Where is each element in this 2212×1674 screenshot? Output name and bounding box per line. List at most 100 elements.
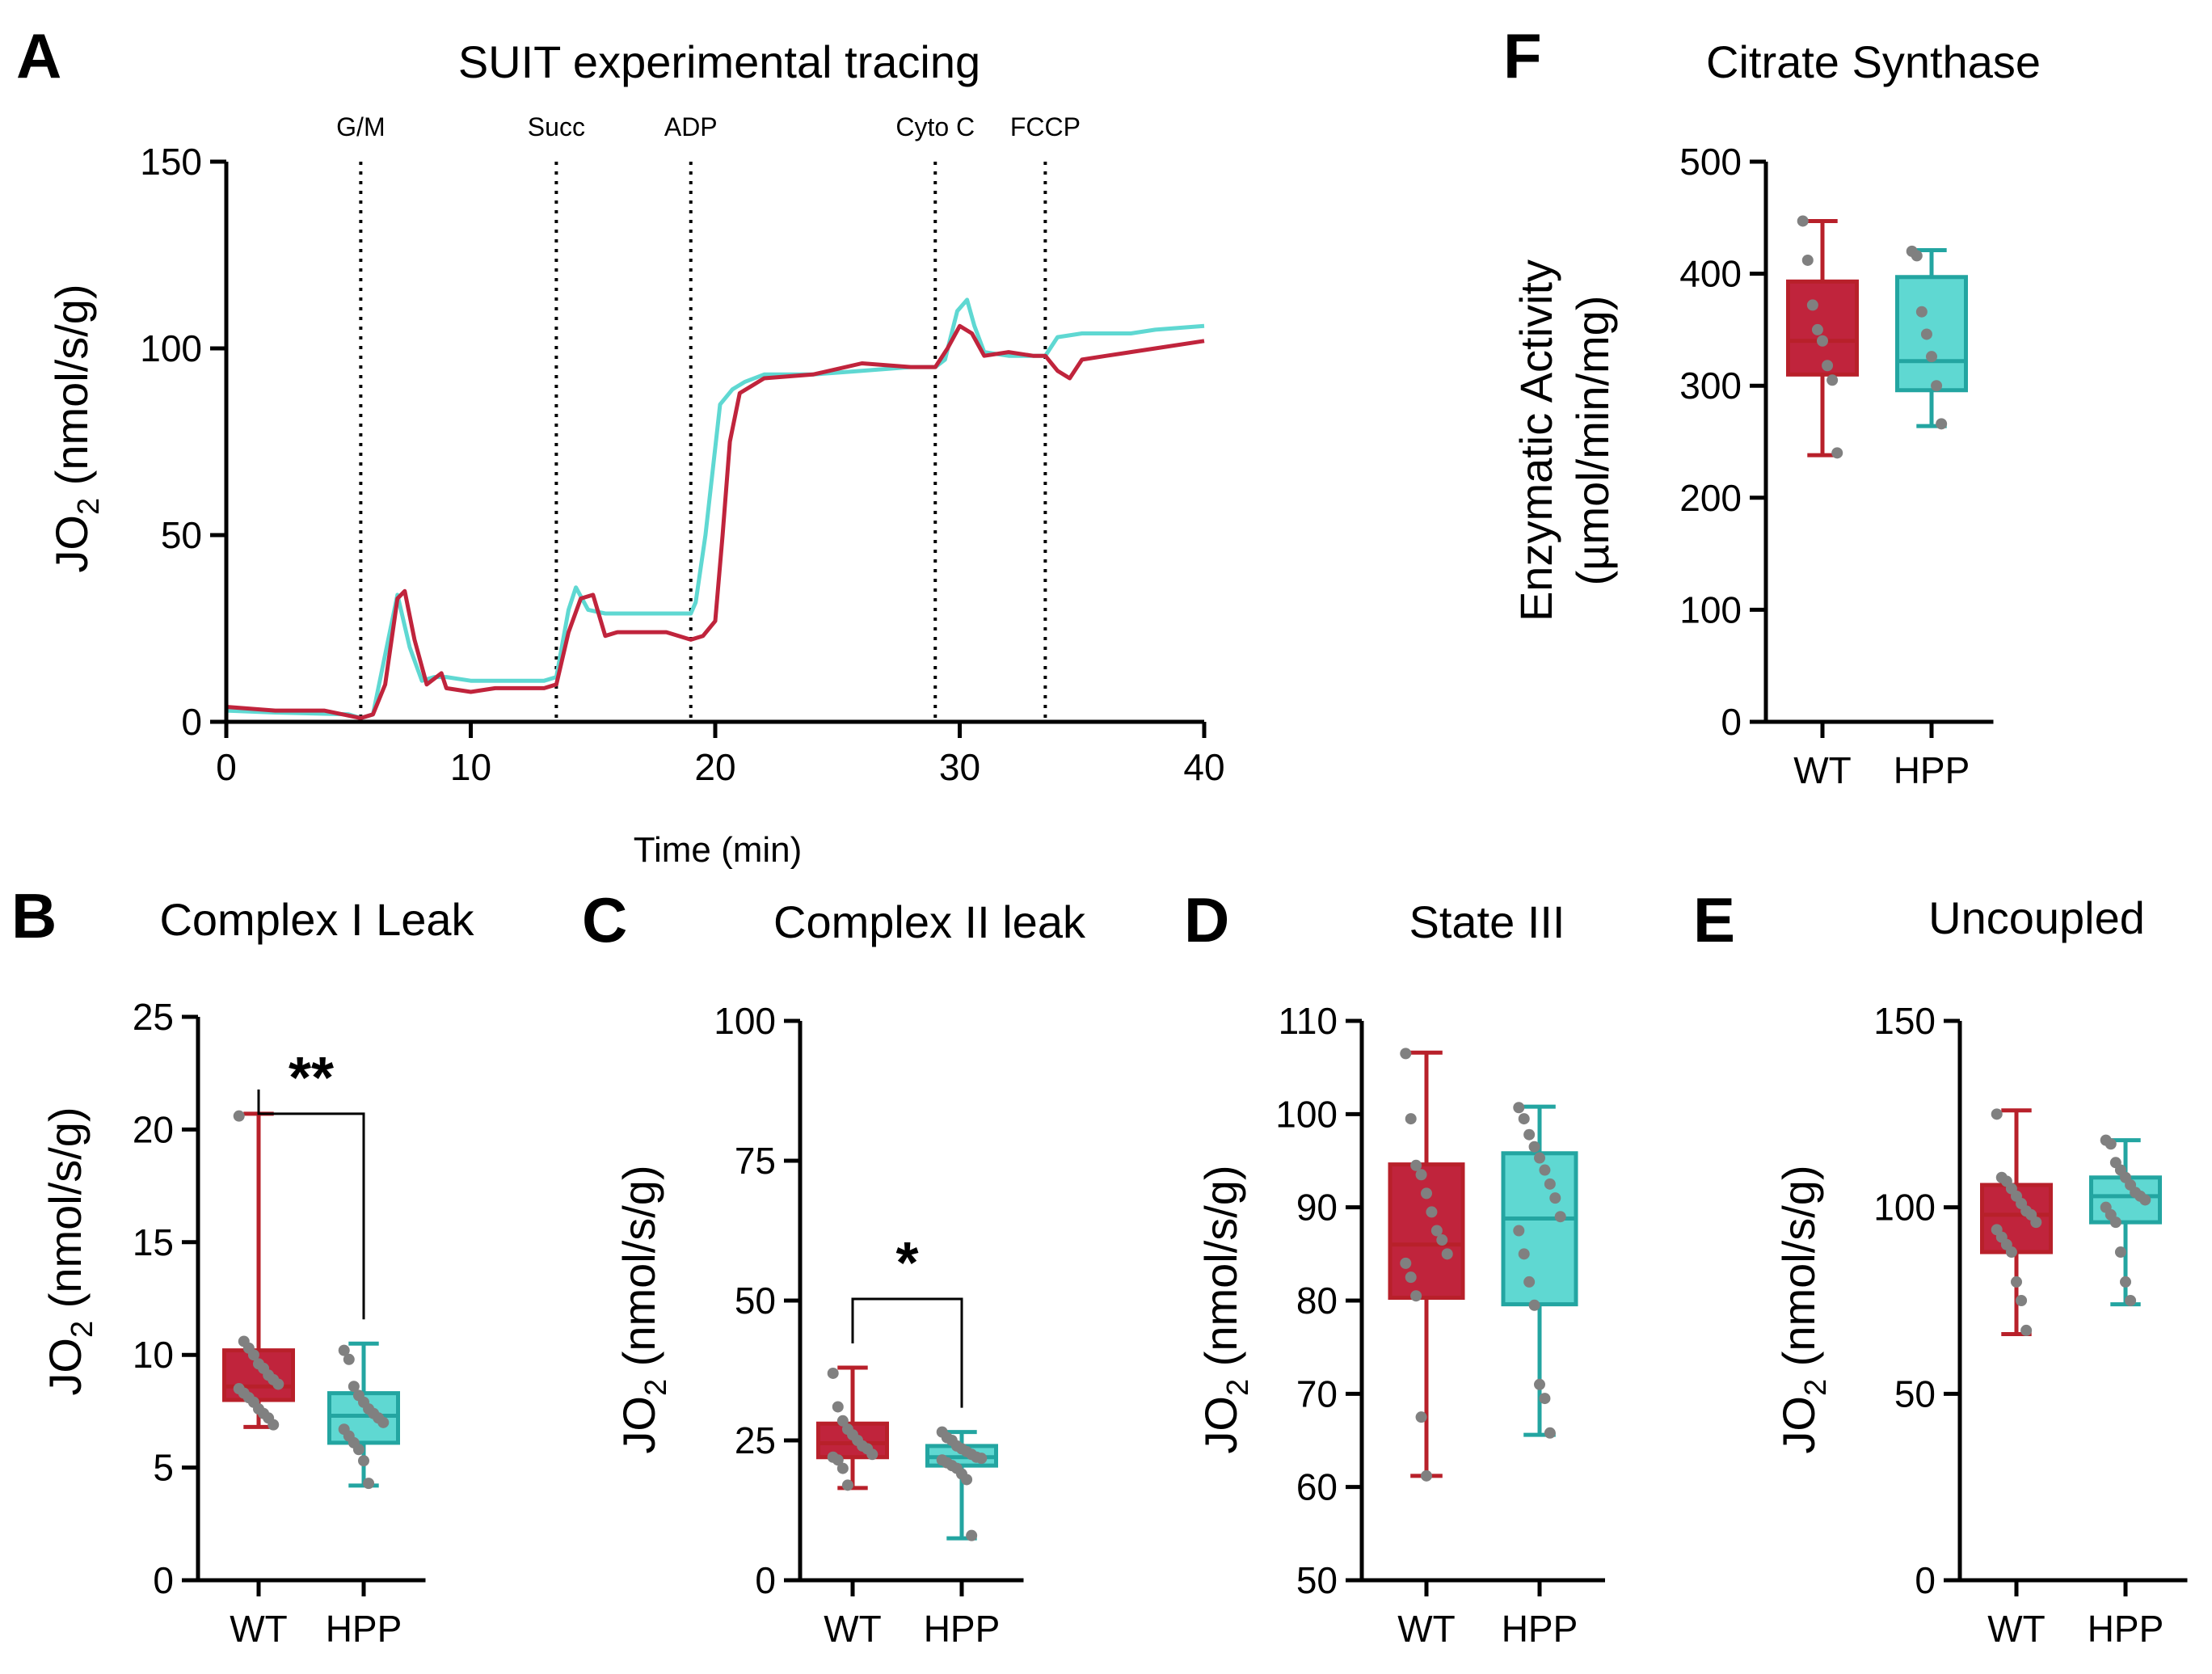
hpp-point-6 [1544, 1178, 1556, 1190]
hpp-point-1 [2105, 1138, 2117, 1150]
panel-d-plot: 50 60 70 80 90 100 110 WT HPP [1275, 1000, 1605, 1650]
hpp-point-2 [1523, 1128, 1536, 1141]
y-tick-label-5: 100 [1275, 1093, 1338, 1135]
wt-point-8 [2030, 1216, 2042, 1229]
hpp-point-11 [2109, 1216, 2121, 1229]
y-tick-label-2: 50 [735, 1280, 776, 1322]
event-label-0: G/M [336, 112, 385, 141]
wt-point-3 [1415, 1169, 1427, 1181]
y-tick-label-4: 90 [1296, 1187, 1338, 1229]
hpp-point-15 [1544, 1427, 1556, 1439]
y-tick-label-1: 100 [1679, 588, 1742, 630]
hpp-point-5 [1539, 1164, 1551, 1176]
hpp-point-13 [358, 1455, 369, 1467]
significance-label: * [895, 1231, 918, 1296]
hpp-point-12 [1528, 1299, 1540, 1311]
panel-a-axes: 0 50 100 150 0 10 20 30 40 [140, 141, 1224, 788]
panel-e-plot: 0 50 100 150 WT HPP [1873, 1000, 2188, 1650]
y-tick-label-5: 25 [133, 996, 174, 1038]
wt-point-7 [1831, 447, 1843, 459]
hpp-point-14 [2125, 1295, 2137, 1306]
panel-d-ylabel: JO2 (nmol/s/g) [1195, 1165, 1255, 1453]
wt-point-8 [272, 1378, 284, 1390]
significance-label: ** [289, 1046, 334, 1111]
hpp-point-6 [1936, 418, 1948, 430]
x-tick-label-0: 0 [216, 746, 237, 788]
panel-a-title: SUIT experimental tracing [458, 36, 980, 87]
y-tick-label-3: 150 [1873, 1000, 1936, 1042]
category-label-hpp: HPP [1502, 1608, 1578, 1650]
hpp-point-14 [363, 1478, 375, 1490]
wt-point-0 [1991, 1108, 2003, 1120]
panel-e: E Uncoupled JO2 (nmol/s/g) 0 50 100 150 WT HP… [1693, 884, 2188, 1650]
x-tick-label-3: 30 [939, 746, 980, 788]
wt-point-4 [1421, 1187, 1432, 1200]
category-label-hpp: HPP [326, 1608, 402, 1650]
panel-b-title: Complex I Leak [159, 894, 474, 945]
significance-bracket [257, 1089, 365, 1320]
wt-point-6 [1826, 374, 1839, 386]
y-tick-label-1: 50 [1894, 1373, 1936, 1415]
panel-c-title: Complex II leak [773, 896, 1086, 947]
wt-point-8 [866, 1448, 878, 1461]
wt-point-0 [233, 1110, 245, 1122]
panel-c-plot: 0 25 50 75 100 WT HPP * [714, 1000, 1024, 1650]
hpp-point-9 [1513, 1225, 1525, 1237]
category-label-hpp: HPP [2088, 1608, 2164, 1650]
wt-point-3 [247, 1349, 259, 1361]
panel-letter-b: B [11, 880, 57, 951]
event-label-4: FCCP [1010, 112, 1081, 141]
y-tick-label-4: 100 [714, 1000, 776, 1042]
wt-point-2 [1410, 1159, 1422, 1171]
wt-point-15 [2020, 1324, 2033, 1336]
wt-point-2 [1806, 299, 1818, 311]
significance-bracket [851, 1297, 963, 1408]
wt-point-0 [1400, 1048, 1412, 1060]
trace-lines [225, 297, 1205, 720]
hpp-point-1 [343, 1353, 355, 1365]
event-label-1: Succ [528, 112, 585, 141]
panel-f: F Citrate Synthase Enzymatic Activity (µ… [1503, 20, 2041, 791]
y-tick-label-3: 300 [1679, 365, 1742, 407]
panel-e-title: Uncoupled [1928, 892, 2145, 943]
wt-point-1 [1801, 254, 1814, 266]
panel-b-plot: 0 5 10 15 20 25 WT HPP ** [133, 996, 426, 1650]
panel-letter-f: F [1503, 20, 1542, 91]
panel-e-ylabel: JO2 (nmol/s/g) [1773, 1165, 1833, 1453]
wt-box [1388, 1162, 1465, 1301]
panel-f-plot: 0 100 200 300 400 500 WT HPP [1679, 141, 1994, 791]
hpp-point-3 [1528, 1141, 1540, 1153]
series-line-hpp [225, 297, 1205, 720]
y-tick-label-3: 80 [1296, 1280, 1338, 1322]
event-label-3: Cyto C [895, 112, 975, 141]
hpp-point-1 [1911, 250, 1923, 262]
wt-point-0 [1797, 215, 1809, 227]
y-tick-label-1: 5 [153, 1447, 174, 1489]
y-tick-label-2: 10 [133, 1334, 174, 1376]
wt-point-11 [1410, 1290, 1422, 1302]
panel-b: B Complex I Leak JO2 (nmol/s/g) 0 5 10 15 20… [11, 880, 475, 1650]
panel-letter-d: D [1184, 884, 1229, 955]
hpp-point-14 [1539, 1393, 1551, 1405]
y-tick-label-4: 400 [1679, 253, 1742, 295]
y-tick-label-0: 0 [755, 1559, 776, 1601]
y-tick-label-1: 25 [735, 1419, 776, 1461]
wt-point-4 [1817, 335, 1828, 347]
hpp-point-8 [2139, 1194, 2151, 1206]
hpp-point-8 [975, 1453, 988, 1465]
y-tick-label-5: 500 [1679, 141, 1742, 183]
hpp-point-8 [377, 1416, 390, 1428]
wt-point-8 [1441, 1248, 1453, 1260]
hpp-point-13 [2120, 1276, 2131, 1288]
y-tick-label-3: 15 [133, 1221, 174, 1263]
hpp-point-12 [2114, 1246, 2126, 1259]
wt-point-12 [1415, 1411, 1427, 1423]
y-tick-label-2: 70 [1296, 1373, 1338, 1415]
wt-point-5 [1822, 360, 1834, 372]
hpp-point-4 [1534, 1152, 1545, 1164]
hpp-point-13 [1534, 1378, 1545, 1390]
category-label-wt: WT [824, 1608, 882, 1650]
hpp-point-0 [338, 1344, 350, 1356]
y-tick-label-2: 200 [1679, 477, 1742, 519]
